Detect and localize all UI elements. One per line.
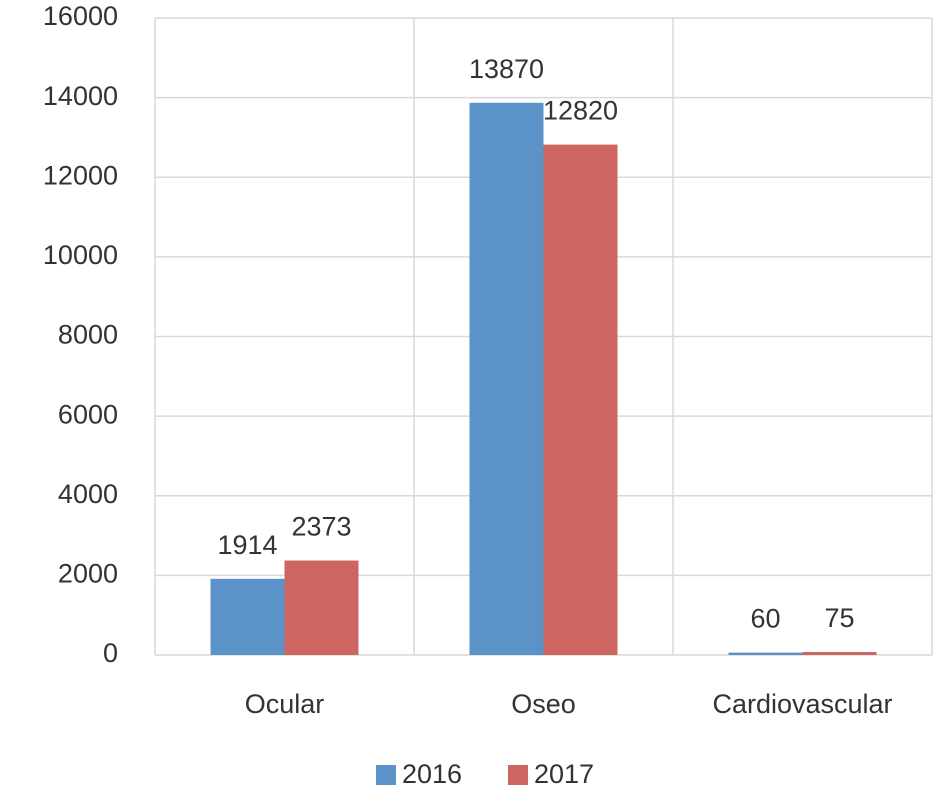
y-tick-label: 10000 <box>43 240 118 270</box>
bar <box>284 560 359 655</box>
y-tick-label: 6000 <box>58 399 118 429</box>
bar <box>469 102 544 655</box>
y-tick-label: 16000 <box>43 1 118 31</box>
data-label: 12820 <box>543 96 618 126</box>
x-tick-label: Cardiovascular <box>712 689 892 719</box>
legend-label: 2016 <box>402 759 462 789</box>
y-tick-label: 14000 <box>43 81 118 111</box>
data-label: 1914 <box>217 530 277 560</box>
legend-swatch <box>508 765 528 785</box>
bar <box>802 652 877 655</box>
y-tick-label: 12000 <box>43 160 118 190</box>
y-tick-label: 4000 <box>58 479 118 509</box>
data-label: 13870 <box>469 54 544 84</box>
bar <box>728 652 803 655</box>
y-tick-label: 2000 <box>58 559 118 589</box>
data-label: 2373 <box>291 512 351 542</box>
legend-label: 2017 <box>534 759 594 789</box>
data-label: 60 <box>750 604 780 634</box>
y-tick-label: 0 <box>103 638 118 668</box>
y-tick-label: 8000 <box>58 320 118 350</box>
data-label: 75 <box>824 603 854 633</box>
x-tick-label: Oseo <box>511 689 576 719</box>
legend-swatch <box>376 765 396 785</box>
x-tick-label: Ocular <box>245 689 325 719</box>
bar <box>210 578 285 655</box>
bar <box>543 144 618 655</box>
